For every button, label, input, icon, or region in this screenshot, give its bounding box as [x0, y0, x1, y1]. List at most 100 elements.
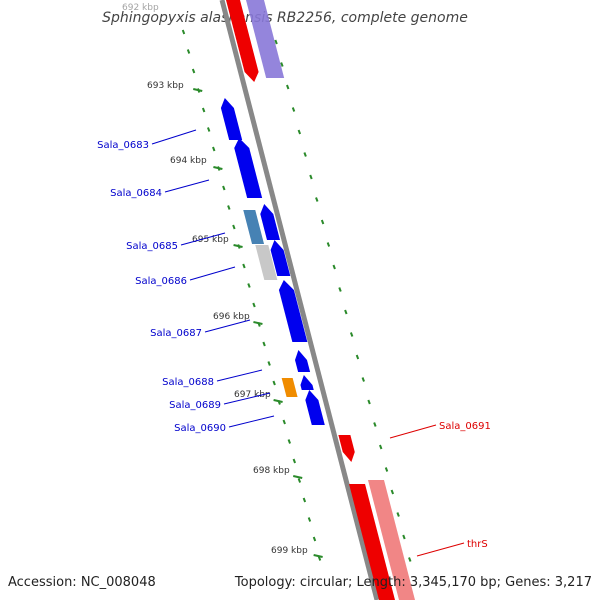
- right-tick-12: [344, 309, 348, 315]
- kbp-tick-0: [193, 88, 203, 92]
- kbp-label-699: 699 kbp: [271, 546, 308, 556]
- right-tick-19: [384, 467, 389, 472]
- left-tick-1: [186, 49, 191, 54]
- right-tick-5: [303, 152, 307, 157]
- kbp-label-694: 694 kbp: [170, 156, 207, 166]
- gene-sala-0688[interactable]: [295, 350, 311, 372]
- right-tick-6: [309, 174, 313, 180]
- gene-track: [220, 0, 418, 600]
- leader-sala-0685: [180, 232, 226, 246]
- kbp-label-696: 696 kbp: [213, 312, 250, 322]
- right-tick-1: [280, 62, 284, 67]
- gene-sala-0687[interactable]: [278, 280, 308, 342]
- kbp-tick-2: [233, 244, 243, 248]
- left-tick-18: [272, 380, 276, 386]
- gene-sala-0686b[interactable]: [270, 240, 291, 276]
- gene-sala-0686[interactable]: [255, 245, 278, 280]
- gene-label-sala-0687[interactable]: Sala_0687: [150, 328, 202, 339]
- right-tick-8: [320, 219, 325, 225]
- label-leaders: [151, 129, 465, 557]
- right-tick-2: [286, 84, 290, 90]
- kbp-tick-6: [313, 554, 323, 558]
- right-tick-20: [390, 489, 395, 495]
- left-tick-12: [242, 263, 246, 269]
- right-tick-0: [274, 39, 278, 45]
- gene-sala-0689[interactable]: [281, 378, 298, 397]
- gene-label-sala-0688[interactable]: Sala_0688: [162, 377, 214, 388]
- right-tick-16: [367, 399, 371, 405]
- left-tick-20: [282, 419, 286, 425]
- kbp-label-693: 693 kbp: [147, 81, 184, 91]
- kbp-tick-4: [273, 399, 283, 403]
- gene-sala-0684[interactable]: [234, 138, 263, 198]
- left-tick-25: [307, 517, 312, 522]
- left-tick-10: [232, 224, 236, 230]
- right-tick-7: [315, 197, 319, 202]
- gene-thrs[interactable]: [368, 480, 418, 600]
- right-tick-9: [326, 242, 331, 247]
- leader-sala-0691: [389, 424, 437, 439]
- kbp-tick-1: [213, 166, 223, 170]
- gene-label-sala-0686[interactable]: Sala_0686: [135, 276, 187, 287]
- genome-stats-text: Topology: circular; Length: 3,345,170 bp…: [234, 575, 592, 590]
- genome-backbone: [219, 0, 380, 600]
- gene-sala-0689b[interactable]: [300, 375, 314, 390]
- gene-lavender-top[interactable]: [245, 0, 285, 78]
- tick-track: [181, 29, 412, 562]
- left-tick-24: [302, 497, 307, 503]
- gene-label-sala-0691[interactable]: Sala_0691: [439, 421, 491, 432]
- left-tick-2: [191, 68, 196, 74]
- kbp-label-695: 695 kbp: [192, 235, 229, 245]
- right-tick-17: [373, 422, 377, 427]
- kbp-label-697: 697 kbp: [234, 390, 271, 400]
- right-tick-3: [291, 107, 296, 112]
- right-tick-22: [402, 534, 406, 540]
- right-tick-15: [361, 377, 365, 382]
- left-tick-23: [297, 478, 302, 483]
- accession-text: Accession: NC_008048: [8, 575, 156, 590]
- left-tick-22: [292, 458, 297, 464]
- right-tick-11: [338, 287, 342, 292]
- left-tick-9: [227, 205, 231, 210]
- gene-sala-0690[interactable]: [305, 390, 325, 425]
- left-tick-5: [207, 127, 211, 132]
- right-tick-18: [379, 444, 383, 450]
- gene-label-sala-0685[interactable]: Sala_0685: [126, 241, 178, 252]
- left-tick-21: [287, 439, 291, 444]
- left-tick-6: [212, 146, 216, 152]
- kbp-label-698: 698 kbp: [253, 466, 290, 476]
- right-tick-23: [408, 557, 412, 562]
- leader-sala-0690: [228, 415, 275, 428]
- leader-sala-0687: [204, 319, 251, 333]
- kbp-tick-3: [253, 321, 263, 325]
- gene-red-top[interactable]: [225, 0, 259, 82]
- right-tick-10: [332, 264, 336, 270]
- right-tick-4: [297, 129, 302, 135]
- gene-sala-0683[interactable]: [220, 98, 243, 140]
- left-tick-14: [252, 302, 256, 308]
- gene-sala-0691[interactable]: [338, 435, 355, 462]
- gene-red-bottom[interactable]: [349, 484, 398, 600]
- map-title: Sphingopyxis alaskensis RB2256, complete…: [102, 10, 468, 26]
- leader-sala-0686: [189, 266, 236, 281]
- right-tick-13: [349, 332, 354, 337]
- kbp-tick-5: [293, 475, 303, 479]
- gene-sala-0685[interactable]: [243, 210, 265, 244]
- right-tick-21: [396, 512, 400, 517]
- gene-label-sala-0683[interactable]: Sala_0683: [97, 140, 149, 151]
- left-tick-8: [222, 185, 226, 191]
- left-tick-17: [267, 361, 271, 366]
- leader-sala-0684: [164, 179, 210, 193]
- gene-label-sala-0690[interactable]: Sala_0690: [174, 423, 226, 434]
- leader-sala-0688: [216, 369, 263, 382]
- leader-thrs: [416, 542, 465, 557]
- gene-label-sala-0684[interactable]: Sala_0684: [110, 188, 162, 199]
- kbp-label-692: 692 kbp: [122, 3, 159, 13]
- gene-sala-0685b[interactable]: [260, 204, 280, 240]
- gene-label-thrs[interactable]: thrS: [467, 539, 488, 550]
- gene-label-sala-0689[interactable]: Sala_0689: [169, 400, 221, 411]
- right-tick-14: [355, 354, 360, 360]
- leader-sala-0683: [151, 129, 197, 145]
